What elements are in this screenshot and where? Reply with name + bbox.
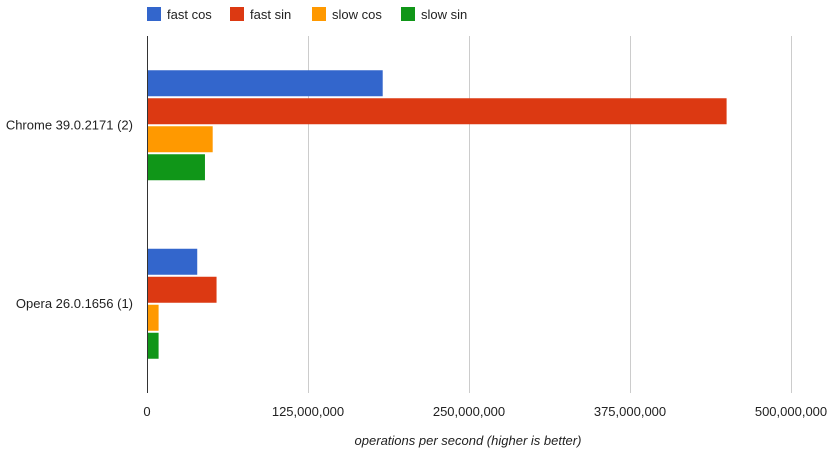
x-tick-label: 375,000,000 [594, 404, 666, 419]
x-tick-label: 500,000,000 [755, 404, 827, 419]
bar[interactable] [148, 304, 159, 331]
bar[interactable] [148, 154, 205, 181]
chart-bars [148, 70, 727, 359]
bar[interactable] [148, 126, 213, 153]
category-label: Chrome 39.0.2171 (2) [6, 117, 133, 132]
x-tick-label: 250,000,000 [433, 404, 505, 419]
bar[interactable] [148, 332, 159, 359]
chart-legend: fast cos fast sin slow cos slow sin [147, 7, 467, 22]
legend-swatch [147, 7, 161, 21]
category-labels: Chrome 39.0.2171 (2) Opera 26.0.1656 (1) [6, 117, 133, 311]
legend-label: slow sin [421, 7, 467, 22]
x-tick-label: 0 [143, 404, 150, 419]
bar[interactable] [148, 248, 198, 275]
bar[interactable] [148, 70, 383, 97]
legend-swatch [312, 7, 326, 21]
legend-swatch [230, 7, 244, 21]
x-tick-label: 125,000,000 [272, 404, 344, 419]
chart-gridlines [308, 36, 792, 393]
x-axis-title: operations per second (higher is better) [355, 433, 582, 448]
legend-swatch [401, 7, 415, 21]
bar[interactable] [148, 98, 727, 125]
legend-label: slow cos [332, 7, 382, 22]
x-axis-tick-labels: 0 125,000,000 250,000,000 375,000,000 500,00… [143, 404, 827, 419]
category-label: Opera 26.0.1656 (1) [16, 296, 133, 311]
legend-label: fast cos [167, 7, 212, 22]
legend-label: fast sin [250, 7, 291, 22]
bar[interactable] [148, 276, 217, 303]
